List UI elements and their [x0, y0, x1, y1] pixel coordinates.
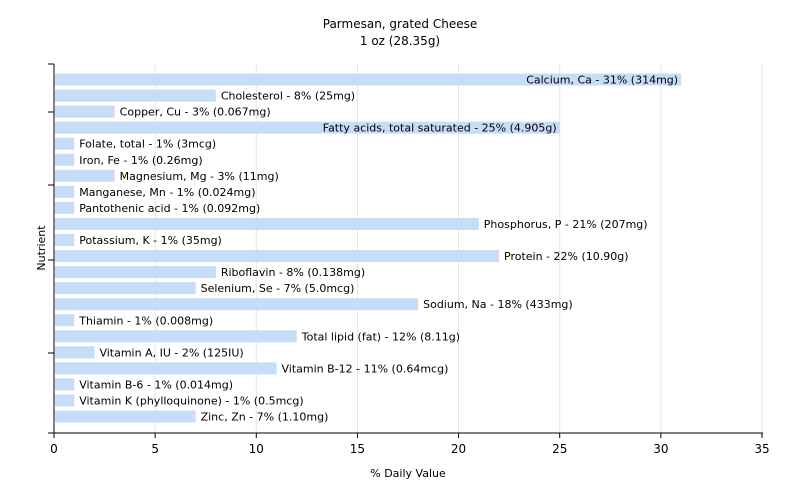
bar-label-11: Protein - 22% (10.90g) — [504, 250, 629, 263]
bars — [55, 73, 682, 423]
bar-label-16: Total lipid (fat) - 12% (8.11g) — [301, 330, 460, 343]
chart-subtitle: 1 oz (28.35g) — [360, 34, 440, 48]
x-tick-label-3: 15 — [350, 442, 365, 456]
bar-15 — [55, 314, 75, 327]
bar-19 — [55, 378, 75, 391]
bar-7 — [55, 185, 75, 198]
bar-label-14: Sodium, Na - 18% (433mg) — [423, 298, 573, 311]
bar-label-21: Zinc, Zn - 7% (1.10mg) — [201, 411, 329, 424]
bar-label-9: Phosphorus, P - 21% (207mg) — [484, 218, 648, 231]
bar-20 — [55, 394, 75, 407]
bar-labels: Calcium, Ca - 31% (314mg) Cholesterol - 8… — [78, 74, 678, 424]
bar-label-13: Selenium, Se - 7% (5.0mcg) — [201, 282, 355, 295]
bar-label-7: Manganese, Mn - 1% (0.024mg) — [79, 186, 255, 199]
bar-label-18: Vitamin B-12 - 11% (0.64mcg) — [282, 362, 449, 375]
bar-label-8: Pantothenic acid - 1% (0.092mg) — [79, 202, 260, 215]
bar-2 — [55, 105, 115, 118]
bar-label-5: Iron, Fe - 1% (0.26mg) — [79, 154, 202, 167]
bar-3 — [55, 121, 560, 134]
bar-label-1: Cholesterol - 8% (25mg) — [221, 90, 355, 103]
x-tick-label-6: 30 — [653, 442, 668, 456]
bar-9 — [55, 217, 479, 230]
bar-label-6: Magnesium, Mg - 3% (11mg) — [120, 170, 279, 183]
bar-4 — [55, 137, 75, 150]
gridlines — [154, 64, 763, 433]
x-tick-label-0: 0 — [50, 442, 58, 456]
bar-0 — [55, 73, 682, 86]
bar-11 — [55, 250, 500, 263]
x-tick-label-2: 10 — [249, 442, 264, 456]
bar-16 — [55, 330, 297, 343]
bar-label-12: Riboflavin - 8% (0.138mg) — [221, 266, 365, 279]
y-axis-title: Nutrient — [35, 225, 48, 271]
bar-17 — [55, 346, 95, 359]
bar-1 — [55, 89, 216, 102]
x-tick-label-1: 5 — [151, 442, 159, 456]
x-tick-label-5: 25 — [552, 442, 567, 456]
bar-8 — [55, 201, 75, 214]
bar-label-4: Folate, total - 1% (3mcg) — [79, 138, 216, 151]
bar-10 — [55, 234, 75, 246]
bar-5 — [55, 153, 75, 166]
bar-6 — [55, 169, 115, 182]
bar-label-20: Vitamin K (phylloquinone) - 1% (0.5mcg) — [79, 395, 303, 408]
bar-label-2: Copper, Cu - 3% (0.067mg) — [120, 106, 271, 119]
bar-label-19: Vitamin B-6 - 1% (0.014mg) — [79, 378, 233, 391]
chart-title: Parmesan, grated Cheese — [323, 17, 478, 31]
bar-label-0: Calcium, Ca - 31% (314mg) — [526, 74, 678, 87]
x-tick-label-7: 35 — [754, 442, 769, 456]
bar-label-3: Fatty acids, total saturated - 25% (4.90… — [323, 122, 557, 135]
bar-14 — [55, 298, 419, 311]
x-tick-label-4: 20 — [451, 442, 466, 456]
bar-label-17: Vitamin A, IU - 2% (125IU) — [99, 346, 243, 359]
bar-21 — [55, 410, 196, 423]
bar-label-10: Potassium, K - 1% (35mg) — [79, 234, 222, 247]
bar-18 — [55, 362, 277, 375]
bar-13 — [55, 282, 196, 295]
bar-12 — [55, 266, 216, 279]
bar-label-15: Thiamin - 1% (0.008mg) — [78, 314, 213, 327]
x-axis-title: % Daily Value — [370, 467, 446, 480]
axes: 0 5 10 15 20 25 30 35 — [48, 63, 770, 456]
